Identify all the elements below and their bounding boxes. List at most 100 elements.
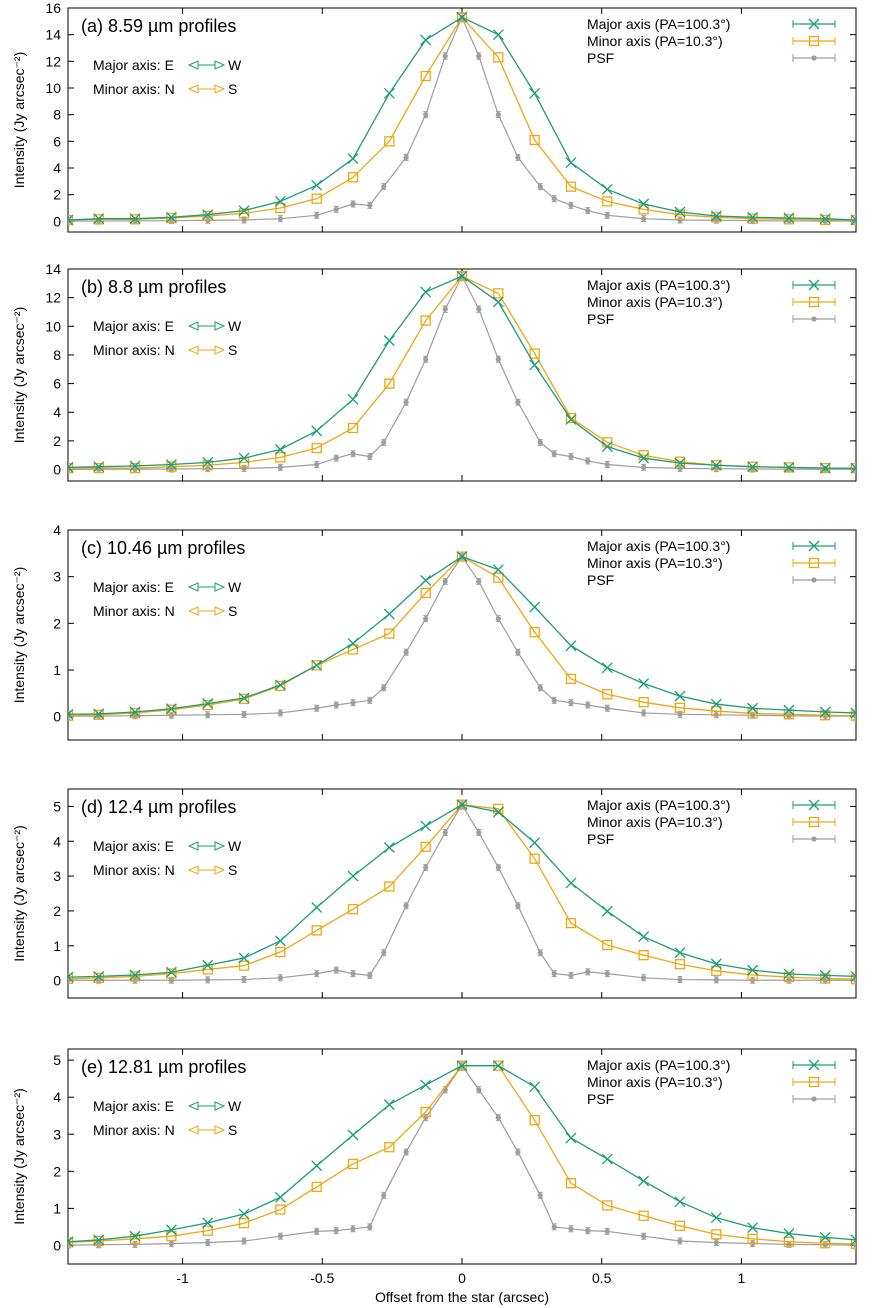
legend-item-psf: PSF	[587, 1091, 836, 1107]
series-minor-axis	[68, 799, 856, 985]
data-point	[565, 157, 577, 169]
legend-label: Minor axis (PA=10.3°)	[587, 294, 723, 310]
data-point	[238, 1208, 250, 1220]
data-point	[495, 112, 501, 118]
data-point	[853, 1242, 856, 1248]
data-point	[515, 154, 521, 160]
data-point	[529, 601, 541, 613]
data-point	[819, 1231, 831, 1243]
data-point	[347, 870, 359, 882]
data-point	[551, 196, 557, 202]
data-point	[529, 627, 540, 638]
major-axis-arrow-icon	[187, 582, 226, 592]
arrow-left-head	[187, 1101, 199, 1111]
data-point	[165, 966, 177, 978]
minor-axis-direction-label: Minor axis: N	[93, 603, 175, 619]
data-point	[129, 214, 141, 225]
data-point	[638, 950, 649, 961]
data-point	[205, 712, 211, 718]
minor-axis-arrow-icon	[187, 1125, 226, 1135]
data-point	[347, 1158, 359, 1170]
series-psf	[68, 271, 856, 473]
y-tick-label: 1	[53, 1200, 61, 1216]
series-psf	[68, 800, 856, 984]
data-point	[383, 842, 395, 853]
data-point	[381, 950, 387, 956]
data-point	[537, 184, 543, 190]
data-point	[674, 702, 686, 713]
arrow-right-head	[214, 1101, 226, 1111]
data-point	[238, 452, 250, 464]
data-point	[476, 578, 482, 584]
data-point	[674, 206, 686, 218]
major-axis-west-label: W	[228, 579, 242, 595]
data-point	[850, 970, 856, 982]
arrow-right-head	[214, 1125, 226, 1135]
data-point	[565, 917, 577, 929]
data-point	[311, 660, 322, 671]
data-point	[311, 1181, 322, 1193]
data-point	[674, 1220, 686, 1231]
data-point	[747, 702, 759, 714]
data-point	[403, 1149, 409, 1155]
panel-title: (b) 8.8 µm profiles	[81, 277, 226, 297]
data-point	[205, 1239, 211, 1246]
data-point	[165, 211, 177, 223]
data-point	[420, 70, 431, 82]
data-point	[420, 841, 431, 852]
data-point	[347, 393, 359, 405]
legend-label: Minor axis (PA=10.3°)	[587, 555, 723, 571]
major-axis-direction-label: Major axis: E	[93, 57, 174, 73]
arrow-left-head	[187, 60, 199, 70]
y-axis-label: Intensity (Jy arcsec⁻²)	[11, 567, 27, 704]
panel-title: (e) 12.81 µm profiles	[81, 1057, 246, 1077]
data-point	[850, 710, 856, 721]
major-axis-west-label: W	[228, 318, 242, 334]
data-point	[674, 209, 686, 220]
data-point	[641, 464, 647, 470]
y-tick-label: 16	[45, 0, 61, 16]
series-minor-axis	[68, 271, 856, 474]
x-axis-label: Offset from the star (arcsec)	[375, 1289, 549, 1305]
data-point	[638, 697, 649, 708]
legend-label: Major axis (PA=100.3°)	[587, 277, 730, 293]
data-point	[403, 649, 409, 655]
y-tick-label: 4	[53, 404, 61, 420]
y-tick-label: 2	[53, 615, 61, 631]
data-point	[711, 705, 722, 717]
data-point	[311, 1160, 323, 1172]
data-point	[585, 1228, 591, 1234]
major-axis-west-label: W	[228, 57, 242, 73]
legend-marker	[811, 1096, 817, 1102]
data-point	[529, 87, 541, 99]
plot-area	[68, 1060, 856, 1250]
data-point	[168, 977, 174, 983]
legend-item-psf: PSF	[587, 311, 836, 327]
data-point	[456, 551, 468, 563]
data-point	[241, 217, 247, 223]
data-point	[403, 154, 409, 160]
data-point	[713, 1239, 719, 1246]
arrow-right-head	[214, 345, 226, 355]
data-point	[565, 1178, 577, 1189]
data-point	[165, 459, 177, 470]
arrow-right-head	[214, 865, 226, 875]
arrow-right-head	[214, 60, 226, 70]
data-point	[423, 356, 429, 362]
legend-marker	[808, 799, 820, 811]
data-point	[93, 709, 104, 720]
series-major-axis	[68, 799, 856, 983]
data-point	[551, 451, 557, 457]
plot-frame	[67, 788, 857, 999]
data-point	[311, 193, 322, 204]
data-point	[202, 1225, 213, 1236]
arrow-left-head	[187, 582, 199, 592]
panel-title: (a) 8.59 µm profiles	[81, 16, 236, 36]
data-point	[129, 460, 141, 472]
data-point	[529, 1081, 541, 1093]
y-axis-label: Intensity (Jy arcsec⁻²)	[11, 52, 27, 189]
minor-axis-south-label: S	[228, 1122, 237, 1138]
legend-marker	[808, 279, 820, 291]
data-point	[333, 206, 339, 212]
data-point	[476, 1087, 482, 1093]
